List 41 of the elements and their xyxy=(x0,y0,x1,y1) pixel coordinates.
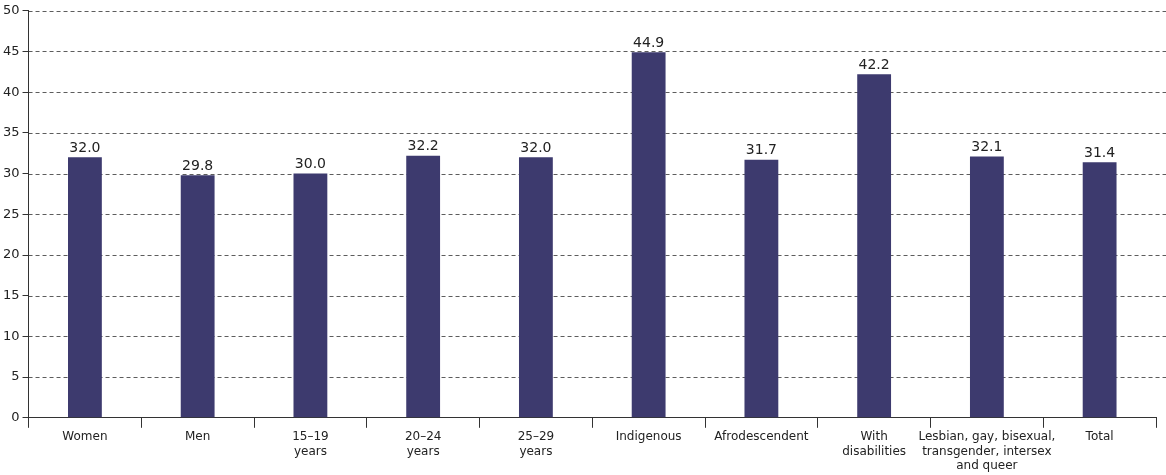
y-tick-label: 25 xyxy=(3,205,20,221)
y-tick-label: 15 xyxy=(3,287,20,303)
bar xyxy=(406,155,441,418)
bar xyxy=(1082,162,1117,418)
data-label: 32.0 xyxy=(520,138,552,155)
x-tick-label: Men xyxy=(184,429,211,444)
y-tick-label: 20 xyxy=(3,246,20,262)
x-tick-label: 15–19 years xyxy=(292,429,329,458)
x-tick-label: 25–29 years xyxy=(517,429,555,458)
x-tick-label: Indigenous xyxy=(615,429,682,444)
bar xyxy=(631,52,666,418)
data-label: 32.1 xyxy=(971,138,1003,155)
y-tick-label: 5 xyxy=(11,368,20,384)
data-label: 31.4 xyxy=(1084,143,1116,160)
data-label: 42.2 xyxy=(858,55,890,72)
data-label: 31.7 xyxy=(745,141,777,158)
x-tick-label: Afrodescendent xyxy=(714,429,809,444)
bar xyxy=(744,159,779,418)
x-tick-label: Total xyxy=(1084,429,1114,444)
y-tick-label: 0 xyxy=(11,409,20,425)
y-tick-label: 10 xyxy=(3,327,20,343)
bar xyxy=(857,74,892,418)
x-tick-label: 20–24 years xyxy=(404,429,442,458)
bar xyxy=(969,156,1004,418)
data-label: 30.0 xyxy=(294,155,326,172)
y-tick-label: 35 xyxy=(3,124,20,140)
data-label: 29.8 xyxy=(182,156,214,173)
x-tick-label: With disabilities xyxy=(842,429,907,458)
bar xyxy=(293,173,328,418)
y-tick-label: 30 xyxy=(3,164,20,180)
x-tick-label: Lesbian, gay, bisexual, transgender, intersex and queer xyxy=(918,429,1056,472)
y-tick-label: 45 xyxy=(3,42,20,58)
bar xyxy=(68,157,102,418)
data-label: 44.9 xyxy=(633,33,665,50)
bar xyxy=(518,157,553,418)
data-label: 32.0 xyxy=(69,138,101,155)
y-tick-label: 50 xyxy=(3,2,20,18)
bar xyxy=(180,175,215,418)
y-tick-label: 40 xyxy=(3,83,20,99)
data-label: 32.2 xyxy=(407,137,439,154)
x-tick-label: Women xyxy=(62,429,108,444)
